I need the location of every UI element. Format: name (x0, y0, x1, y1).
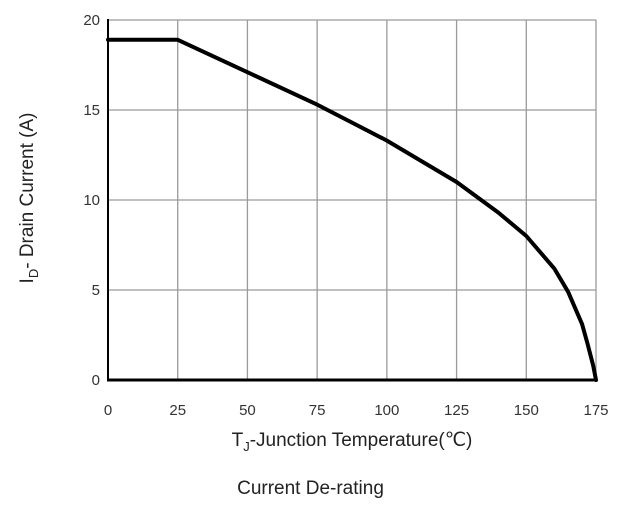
x-tick-label: 150 (514, 402, 539, 419)
x-tick-label: 25 (169, 402, 186, 419)
series-line (106, 37, 598, 382)
x-tick-labels: 0 25 50 75 100 125 150 175 (104, 402, 609, 419)
y-tick-labels: 0 5 10 15 20 (83, 12, 100, 389)
chart-title: Current De-rating (237, 478, 384, 499)
data-series (106, 37, 598, 382)
x-tick-label: 100 (374, 402, 399, 419)
axes (107, 19, 597, 382)
y-tick-label: 10 (83, 192, 100, 209)
x-tick-label: 50 (239, 402, 256, 419)
x-tick-label: 175 (583, 402, 608, 419)
y-axis-label: ID- Drain Current (A) (17, 113, 41, 284)
y-tick-label: 5 (92, 282, 100, 299)
y-tick-label: 20 (83, 12, 100, 29)
grid-lines (107, 19, 597, 381)
x-tick-label: 75 (309, 402, 326, 419)
x-tick-label: 0 (104, 402, 112, 419)
y-tick-label: 15 (83, 102, 100, 119)
x-axis-label: TJ-Junction Temperature(℃) (232, 430, 473, 454)
y-tick-label: 0 (92, 372, 100, 389)
x-tick-label: 125 (444, 402, 469, 419)
